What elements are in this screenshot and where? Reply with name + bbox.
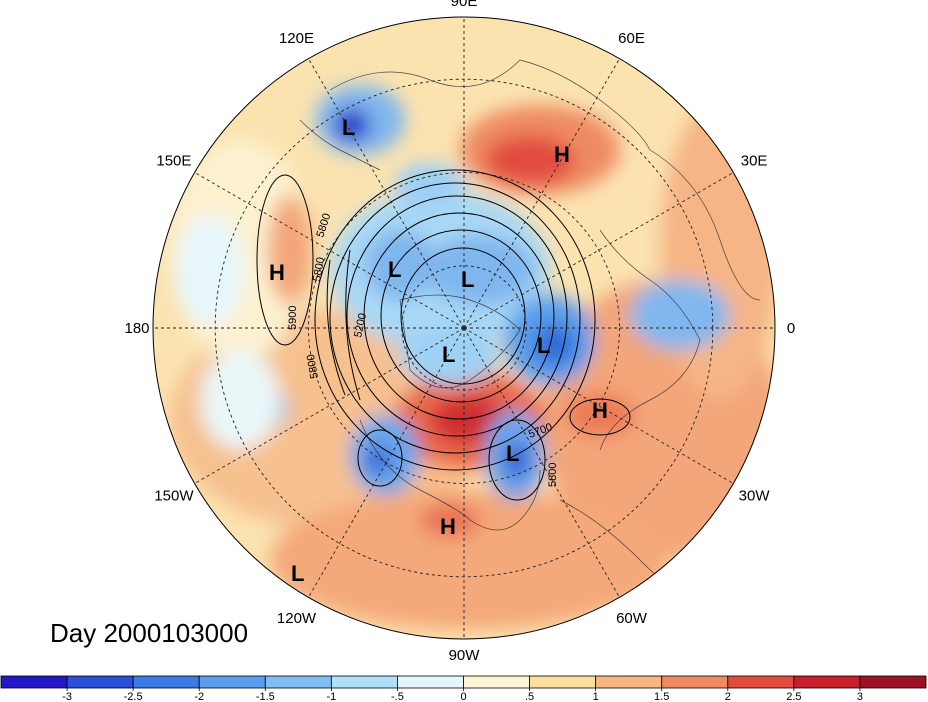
colorbar-swatch	[727, 675, 795, 689]
colorbar-label: 3	[857, 691, 863, 702]
colorbar-swatch	[397, 675, 464, 689]
meridian-line	[308, 58, 465, 329]
longitude-label: 30W	[739, 488, 771, 505]
date-title: Day 2000103000	[50, 618, 249, 648]
colorbar-label: 2	[725, 691, 731, 702]
colorbar-swatch	[66, 675, 134, 689]
colorbar-swatch	[859, 675, 927, 689]
low-center-marker: L	[388, 257, 401, 282]
colorbar-label: 1	[593, 691, 599, 702]
high-center-marker: H	[269, 260, 285, 285]
colorbar-swatch	[0, 675, 68, 689]
contour-label: 5900	[287, 306, 299, 330]
graticule	[153, 17, 775, 639]
colorbar-label: -2	[194, 691, 204, 702]
meridian-line	[194, 327, 465, 484]
longitude-label: 60W	[616, 610, 648, 627]
colorbar-swatch	[330, 675, 398, 689]
meridian-line	[194, 172, 465, 329]
contour-label: 5800	[547, 463, 559, 487]
longitude-label: 120W	[277, 610, 317, 627]
longitude-labels: 90E 60E 30E 0 30W 60W 90W 120W 150W 180 150E 120E	[124, 0, 795, 664]
longitude-label: 90E	[451, 0, 478, 10]
colorbar-swatch	[264, 675, 332, 689]
colorbar-swatch	[463, 675, 530, 689]
meridian-line	[463, 327, 734, 484]
colorbar-swatch	[595, 675, 663, 689]
pressure-centers: L H H L L L L H L H L	[269, 115, 608, 586]
colorbar-swatch	[132, 675, 200, 689]
low-center-marker: L	[442, 342, 455, 367]
meridian-line	[463, 58, 620, 329]
low-center-marker: L	[537, 333, 550, 358]
colorbar-label: -2.5	[124, 691, 143, 702]
longitude-label: 150E	[156, 153, 191, 170]
contour-label: 5800	[305, 353, 321, 379]
contour-label: 5800	[311, 256, 327, 282]
longitude-label: 120E	[279, 30, 314, 47]
meridian-line	[463, 172, 734, 329]
colorbar-swatch	[661, 675, 729, 689]
meridian-line	[308, 327, 465, 598]
colorbar-label: 1.5	[654, 691, 669, 702]
colorbar-label: -.5	[391, 691, 404, 702]
longitude-label: 30E	[741, 153, 768, 170]
colorbar-swatch	[793, 675, 861, 689]
meridian-line	[463, 327, 620, 598]
colorbar: -3 -2.5 -2 -1.5 -1 -.5 0 .5 1 1.5 2 2.5 3	[0, 675, 927, 702]
colorbar-label: -3	[62, 691, 72, 702]
longitude-label: 90W	[449, 647, 481, 664]
low-center-marker: L	[342, 115, 355, 140]
longitude-label: 0	[787, 320, 795, 337]
longitude-label: 60E	[618, 30, 645, 47]
map-boundary	[152, 16, 776, 640]
contour-label: 5200	[352, 312, 369, 338]
latitude-circle	[308, 172, 620, 484]
height-contours	[256, 169, 631, 501]
colorbar-label: 2.5	[786, 691, 801, 702]
low-center-marker: L	[461, 267, 474, 292]
colorbar-label: -1	[326, 691, 336, 702]
colorbar-label: -1.5	[256, 691, 275, 702]
longitude-label: 180	[124, 320, 149, 337]
low-center-marker: L	[291, 561, 304, 586]
high-center-marker: H	[592, 398, 608, 423]
colorbar-label: .5	[525, 691, 534, 702]
colorbar-swatch	[198, 675, 266, 689]
colorbar-swatch	[529, 675, 597, 689]
high-center-marker: H	[440, 514, 456, 539]
high-center-marker: H	[554, 142, 570, 167]
longitude-label: 150W	[154, 488, 194, 505]
low-center-marker: L	[506, 441, 519, 466]
colorbar-label: 0	[460, 691, 466, 702]
